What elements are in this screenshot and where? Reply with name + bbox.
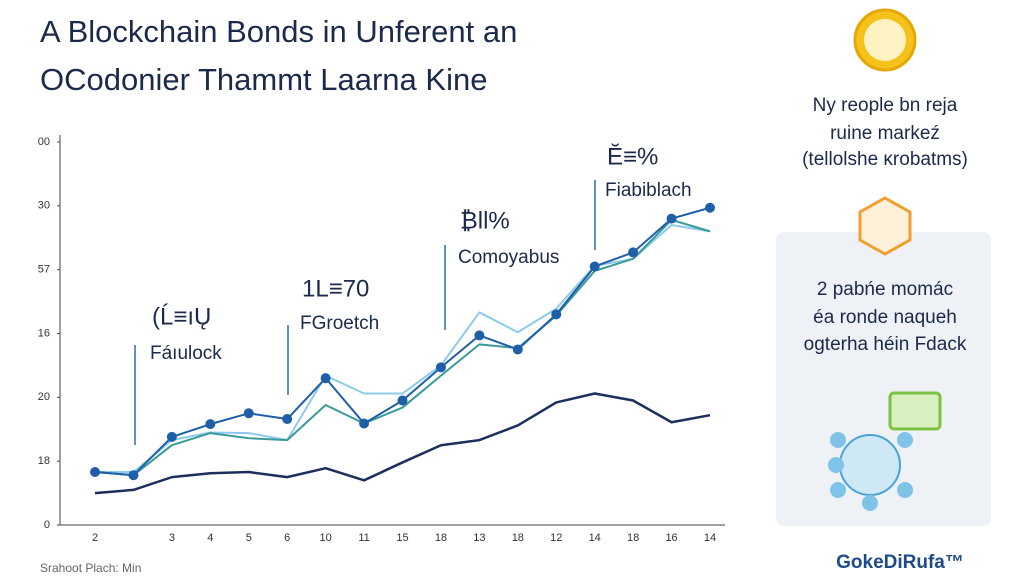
hex-icon bbox=[858, 196, 912, 256]
annotation-label: Comoyabus bbox=[458, 247, 559, 268]
series-marker bbox=[90, 467, 100, 478]
network-node bbox=[862, 495, 878, 511]
series-marker bbox=[512, 344, 523, 355]
y-tick-label: 30 bbox=[38, 200, 50, 212]
annotation-head: (Ĺ≡ıŲ bbox=[152, 303, 211, 330]
annotation-head: ₿ll% bbox=[460, 207, 510, 234]
network-node bbox=[830, 482, 846, 498]
series-marker bbox=[166, 431, 177, 442]
chart-title: A Blockchain Bonds in Unferent an bbox=[40, 14, 517, 49]
series-line bbox=[94, 206, 711, 477]
x-tick-label: 14 bbox=[704, 532, 716, 544]
x-tick-label: 12 bbox=[550, 532, 562, 544]
y-tick-label: 00 bbox=[38, 136, 50, 148]
network-node bbox=[897, 482, 913, 498]
card-text: 2 pabńe momác bbox=[817, 279, 953, 300]
network-node bbox=[830, 432, 846, 448]
x-tick-label: 2 bbox=[92, 532, 98, 544]
series-marker bbox=[435, 362, 446, 373]
series-marker bbox=[205, 419, 216, 430]
series-line bbox=[94, 218, 711, 477]
series-marker bbox=[320, 373, 331, 384]
x-tick-label: 18 bbox=[627, 532, 639, 544]
chart-title: OCodonier Thammt Laarna Kine bbox=[40, 62, 487, 97]
annotation-head: 1L≡70 bbox=[302, 275, 369, 302]
series-marker bbox=[589, 261, 600, 272]
annotation-label: Fáıulock bbox=[150, 343, 222, 364]
x-tick-label: 10 bbox=[320, 532, 332, 544]
series-marker bbox=[551, 309, 562, 320]
side-caption: ruine markeź bbox=[830, 123, 940, 144]
series-marker bbox=[474, 330, 485, 341]
card-text: ogterha héin Fdack bbox=[804, 334, 967, 355]
logo: GokeDiRufa™ bbox=[836, 552, 964, 573]
series-marker bbox=[705, 202, 715, 213]
x-tick-label: 15 bbox=[396, 532, 408, 544]
series-line bbox=[94, 392, 711, 495]
y-tick-label: 18 bbox=[38, 455, 50, 467]
annotation-head: Ĕ≡% bbox=[607, 143, 658, 170]
x-tick-label: 13 bbox=[473, 532, 485, 544]
coin-icon-inner bbox=[864, 19, 906, 61]
footer: Srahoot Plach: Min bbox=[40, 561, 141, 575]
screen-icon bbox=[888, 391, 942, 431]
x-tick-label: 16 bbox=[665, 532, 677, 544]
network-icon bbox=[839, 434, 901, 496]
annotation-label: Fiabiblach bbox=[605, 180, 692, 201]
network-node bbox=[897, 432, 913, 448]
x-tick-label: 3 bbox=[169, 532, 175, 544]
series-marker bbox=[128, 470, 139, 481]
series-marker bbox=[397, 395, 408, 406]
y-tick-label: 0 bbox=[44, 519, 50, 531]
x-tick-label: 4 bbox=[207, 532, 213, 544]
x-tick-label: 5 bbox=[246, 532, 252, 544]
x-tick-label: 6 bbox=[284, 532, 290, 544]
annotation-label: FGroetch bbox=[300, 313, 379, 334]
x-tick-label: 11 bbox=[358, 532, 369, 544]
y-tick-label: 16 bbox=[38, 327, 50, 339]
series-marker bbox=[359, 418, 370, 429]
side-caption: (tellolshe ĸrobatms) bbox=[802, 149, 968, 170]
network-node bbox=[828, 457, 844, 473]
card-text: éa ronde naqueh bbox=[813, 307, 957, 328]
y-tick-label: 57 bbox=[38, 264, 50, 276]
series-marker bbox=[243, 408, 254, 419]
series-marker bbox=[282, 414, 293, 425]
series-marker bbox=[628, 247, 639, 258]
x-tick-label: 18 bbox=[435, 532, 447, 544]
x-tick-label: 14 bbox=[589, 532, 601, 544]
x-tick-label: 18 bbox=[512, 532, 524, 544]
series-marker bbox=[666, 213, 677, 224]
side-caption: Ny reople bn reja bbox=[813, 95, 958, 116]
y-tick-label: 20 bbox=[38, 391, 50, 403]
side-card bbox=[776, 232, 991, 526]
series-line bbox=[95, 223, 711, 474]
